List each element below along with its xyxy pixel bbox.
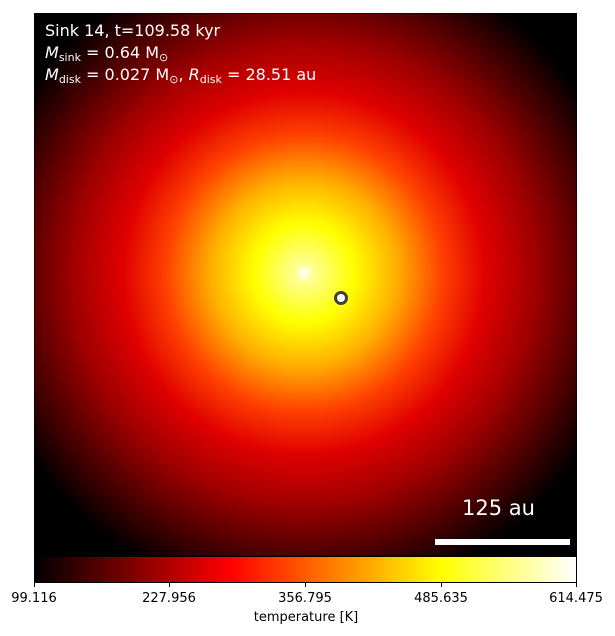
- colorbar-tick: [441, 583, 442, 587]
- sun-symbol: ⊙: [159, 51, 169, 64]
- sun-symbol-2: ⊙: [169, 73, 179, 86]
- disk-mass-value: = 0.027 M: [80, 65, 170, 84]
- disk-params-label: Mdisk = 0.027 M⊙, Rdisk = 28.51 au: [45, 65, 317, 86]
- scalebar-label: 125 au: [462, 496, 535, 520]
- colorbar-tick-label: 485.635: [414, 591, 468, 606]
- colorbar-gradient: [35, 557, 576, 582]
- colorbar-label: temperature [K]: [253, 610, 359, 625]
- colorbar-tick-label: 614.475: [549, 591, 603, 606]
- disk-mass-symbol: M: [45, 65, 59, 84]
- sink-marker-icon: [334, 291, 348, 305]
- scalebar: [435, 539, 570, 545]
- colorbar-tick-label: 227.956: [142, 591, 196, 606]
- disk-mass-sub: disk: [58, 73, 81, 86]
- colorbar-tick: [305, 583, 306, 587]
- temperature-map: Sink 14, t=109.58 kyr Msink = 0.64 M⊙ Md…: [34, 13, 577, 556]
- sink-title: Sink 14, t=109.58 kyr: [45, 21, 221, 40]
- colorbar-tick-label: 356.795: [278, 591, 332, 606]
- colorbar-tick-label: 99.116: [11, 591, 57, 606]
- sink-mass-symbol: M: [45, 43, 59, 62]
- sink-mass-sub: sink: [58, 51, 81, 64]
- colorbar: [34, 556, 577, 583]
- sink-mass-label: Msink = 0.64 M⊙: [45, 43, 168, 68]
- disk-radius-value: = 28.51 au: [221, 65, 317, 84]
- sink-mass-value: = 0.64 M: [80, 43, 160, 62]
- colorbar-tick: [169, 583, 170, 587]
- colorbar-tick: [34, 583, 35, 587]
- temperature-field: [34, 13, 577, 556]
- colorbar-tick: [576, 583, 577, 587]
- disk-radius-sub: disk: [199, 73, 222, 86]
- disk-radius-symbol: R: [188, 65, 200, 84]
